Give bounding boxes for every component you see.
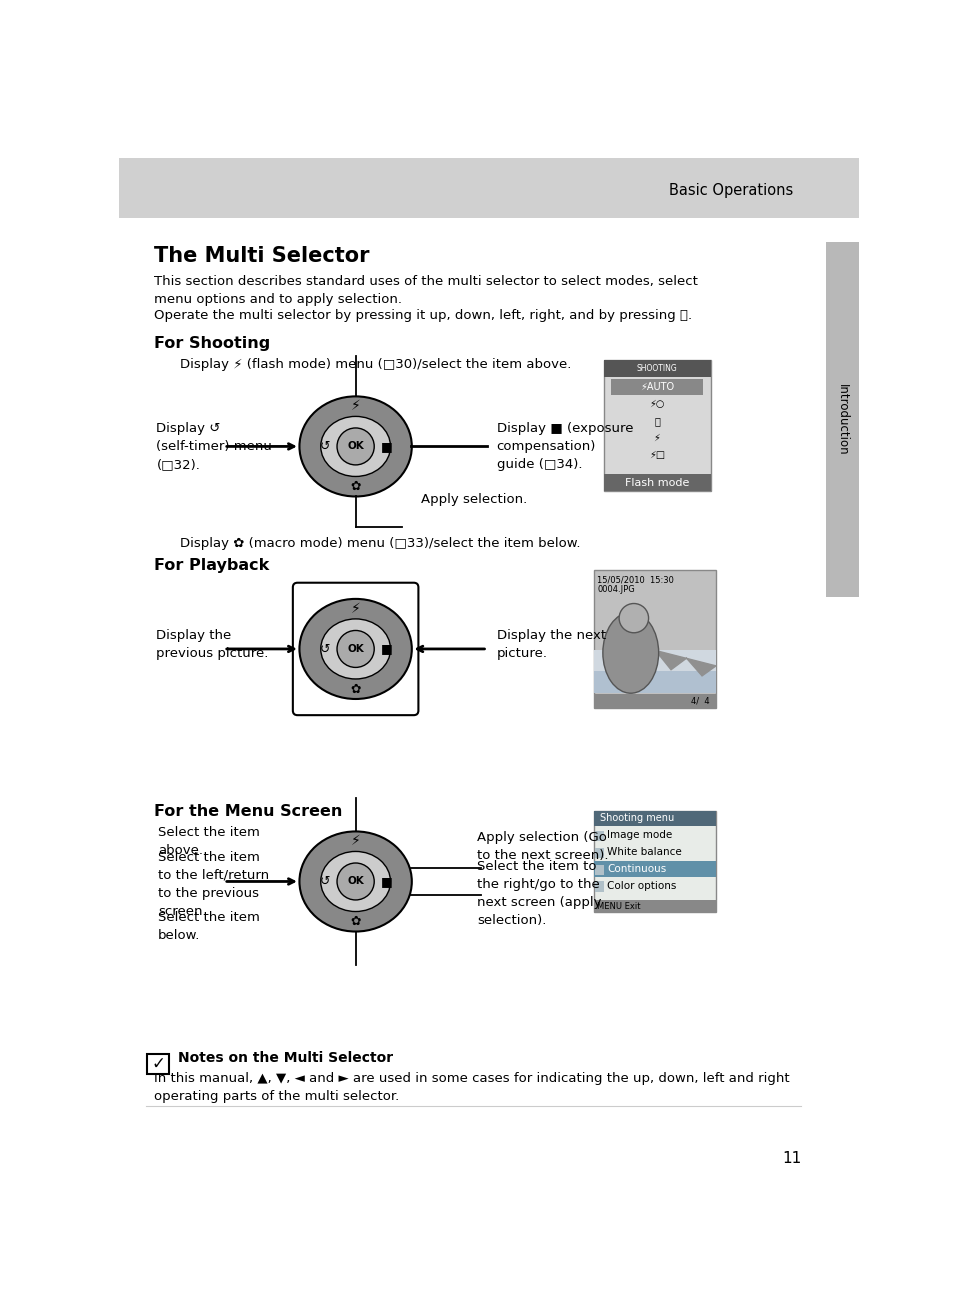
Bar [595, 865, 604, 875]
Circle shape [618, 603, 648, 633]
Bar [595, 830, 604, 841]
FancyBboxPatch shape [593, 811, 716, 912]
Text: For Playback: For Playback [154, 558, 269, 573]
FancyBboxPatch shape [603, 474, 710, 491]
FancyBboxPatch shape [593, 811, 716, 827]
Text: 4/  4: 4/ 4 [691, 696, 709, 706]
Text: ⚡: ⚡ [351, 834, 360, 849]
Text: ⚡: ⚡ [351, 602, 360, 616]
Text: Notes on the Multi Selector: Notes on the Multi Selector [178, 1051, 393, 1064]
FancyBboxPatch shape [593, 570, 716, 708]
Text: Operate the multi selector by pressing it up, down, left, right, and by pressing: Operate the multi selector by pressing i… [154, 309, 692, 322]
Circle shape [336, 863, 374, 900]
Ellipse shape [320, 851, 390, 912]
Ellipse shape [299, 599, 412, 699]
Polygon shape [655, 650, 716, 675]
Text: ■: ■ [380, 643, 392, 656]
Text: ✿: ✿ [350, 915, 360, 928]
Text: ✿: ✿ [350, 682, 360, 695]
Ellipse shape [299, 397, 412, 497]
Text: White balance: White balance [607, 848, 681, 857]
Text: ⚡AUTO: ⚡AUTO [639, 382, 674, 392]
Text: ↺: ↺ [319, 643, 330, 656]
FancyBboxPatch shape [593, 650, 716, 692]
FancyBboxPatch shape [603, 360, 710, 491]
Text: ⚡: ⚡ [653, 432, 659, 443]
Text: ✿: ✿ [350, 480, 360, 493]
Text: Ⓚ: Ⓚ [654, 417, 659, 426]
Text: Display ■ (exposure
compensation)
guide (□34).: Display ■ (exposure compensation) guide … [497, 422, 633, 470]
Text: Continuous: Continuous [607, 865, 666, 874]
Text: OK: OK [347, 876, 364, 887]
Text: Display ✿ (macro mode) menu (□33)/select the item below.: Display ✿ (macro mode) menu (□33)/select… [179, 536, 579, 549]
Text: ■: ■ [380, 440, 392, 453]
Text: Shooting menu: Shooting menu [599, 813, 673, 824]
Text: ↺: ↺ [319, 875, 330, 888]
Text: Apply selection (Go
to the next screen).: Apply selection (Go to the next screen). [476, 832, 608, 862]
Text: SHOOTING: SHOOTING [636, 364, 677, 373]
Text: Display the
previous picture.: Display the previous picture. [156, 629, 269, 660]
Text: For the Menu Screen: For the Menu Screen [154, 804, 342, 820]
FancyBboxPatch shape [593, 671, 716, 692]
Text: In this manual, ▲, ▼, ◄ and ► are used in some cases for indicating the up, down: In this manual, ▲, ▼, ◄ and ► are used i… [154, 1072, 789, 1104]
Text: This section describes standard uses of the multi selector to select modes, sele: This section describes standard uses of … [154, 275, 698, 306]
Text: ■: ■ [380, 875, 392, 888]
FancyBboxPatch shape [611, 380, 702, 394]
Text: MENU Exit: MENU Exit [597, 901, 640, 911]
Ellipse shape [299, 832, 412, 932]
Circle shape [336, 631, 374, 668]
Text: Basic Operations: Basic Operations [669, 183, 793, 197]
Text: Select the item to
the right/go to the
next screen (apply
selection).: Select the item to the right/go to the n… [476, 859, 601, 926]
Text: ⚡□: ⚡□ [648, 449, 664, 460]
Ellipse shape [320, 417, 390, 477]
Text: Display ⚡ (flash mode) menu (□30)/select the item above.: Display ⚡ (flash mode) menu (□30)/select… [179, 357, 571, 371]
Text: For Shooting: For Shooting [154, 336, 270, 351]
Text: Select the item
above.: Select the item above. [158, 827, 259, 857]
Text: ⚡: ⚡ [351, 399, 360, 414]
Text: Select the item
below.: Select the item below. [158, 911, 259, 942]
Text: OK: OK [347, 442, 364, 452]
Text: ↺: ↺ [319, 440, 330, 453]
Text: Flash mode: Flash mode [624, 477, 689, 487]
Ellipse shape [602, 612, 658, 694]
FancyBboxPatch shape [593, 694, 716, 708]
Text: 0004.JPG: 0004.JPG [597, 585, 635, 594]
FancyBboxPatch shape [825, 242, 858, 597]
FancyBboxPatch shape [119, 158, 858, 218]
FancyBboxPatch shape [593, 862, 716, 876]
Text: Introduction: Introduction [835, 384, 848, 455]
Text: ✓: ✓ [151, 1055, 165, 1074]
FancyBboxPatch shape [603, 360, 710, 377]
FancyBboxPatch shape [593, 900, 716, 912]
Text: Select the item
to the left/return
to the previous
screen.: Select the item to the left/return to th… [158, 850, 269, 917]
Text: Display the next
picture.: Display the next picture. [497, 629, 605, 660]
Text: Image mode: Image mode [607, 830, 672, 840]
Text: Apply selection.: Apply selection. [421, 493, 527, 506]
Ellipse shape [320, 619, 390, 679]
Circle shape [336, 428, 374, 465]
FancyBboxPatch shape [147, 1054, 169, 1074]
Text: 15/05/2010  15:30: 15/05/2010 15:30 [597, 576, 674, 583]
Text: The Multi Selector: The Multi Selector [154, 246, 369, 267]
Bar [595, 882, 604, 892]
Bar [595, 848, 604, 858]
Text: Display ↺
(self-timer) menu
(□32).: Display ↺ (self-timer) menu (□32). [156, 422, 272, 470]
Text: 11: 11 [781, 1151, 801, 1167]
Text: OK: OK [347, 644, 364, 654]
Text: Color options: Color options [607, 882, 677, 891]
Text: ⚡○: ⚡○ [649, 399, 664, 409]
